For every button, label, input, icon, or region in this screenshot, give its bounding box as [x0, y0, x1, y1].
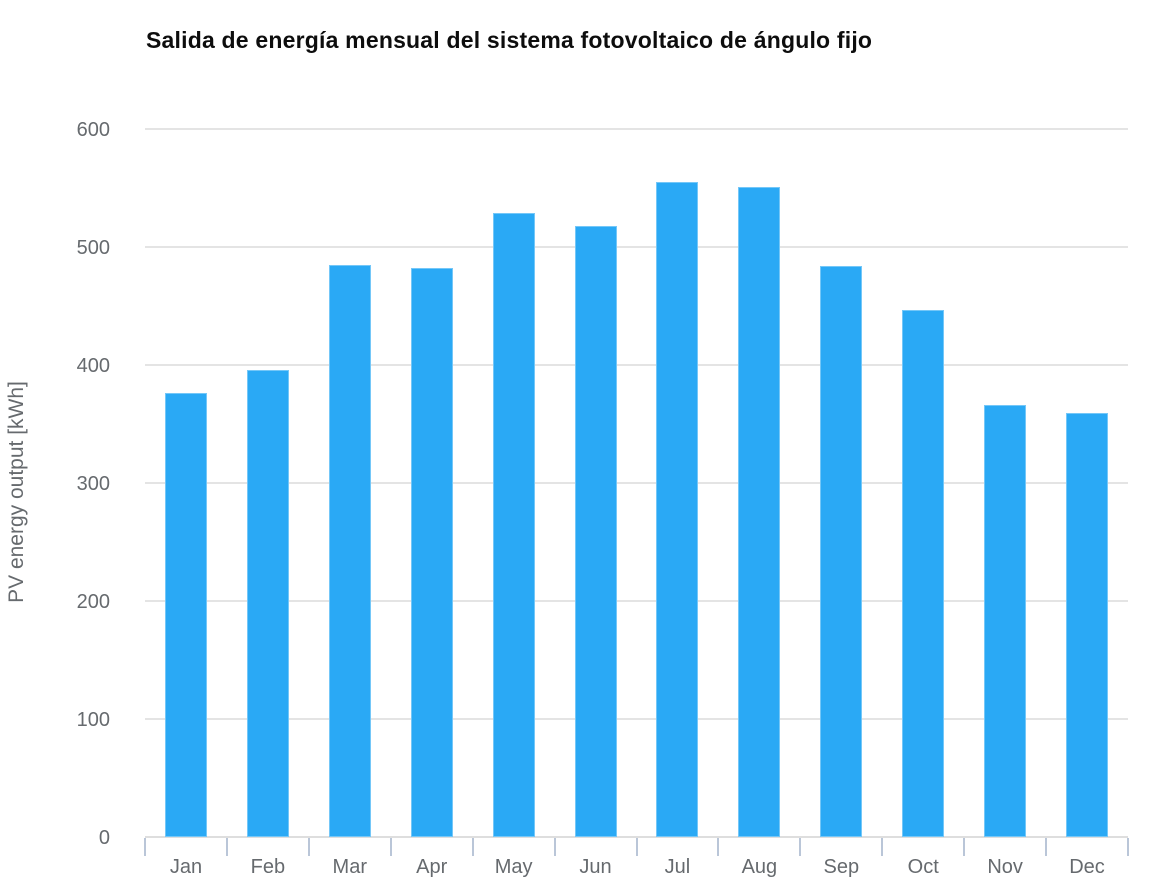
x-tick-label-aug: Aug [741, 856, 778, 878]
x-tick-label-jan: Jan [169, 856, 203, 878]
x-tick-label-sep: Sep [823, 856, 860, 878]
x-tick-label-nov: Nov [987, 856, 1023, 878]
y-tick-label-100: 100 [76, 709, 110, 731]
gridline-400 [145, 364, 1128, 366]
plot-area [145, 128, 1128, 838]
x-axis-tick [963, 838, 966, 856]
bar-jun[interactable] [574, 225, 617, 837]
bar-nov[interactable] [984, 405, 1027, 837]
x-tick-label-mar: Mar [332, 856, 368, 878]
x-axis-tick [635, 838, 638, 856]
bar-mar[interactable] [328, 264, 371, 837]
bar-dec[interactable] [1066, 413, 1109, 837]
bar-feb[interactable] [246, 369, 289, 837]
bar-jul[interactable] [656, 182, 699, 837]
x-axis-line [145, 836, 1128, 838]
y-tick-label-600: 600 [76, 119, 110, 141]
bar-oct[interactable] [902, 309, 945, 837]
x-axis-tick-labels: Jan Feb Mar Apr May Jun Jul Aug Sep Oct Nov Dec [145, 856, 1128, 882]
y-tick-label-500: 500 [76, 237, 110, 259]
bar-may[interactable] [492, 212, 535, 837]
y-tick-label-400: 400 [76, 355, 110, 377]
y-axis-tick-labels: 0 100 200 300 400 500 600 [0, 119, 110, 849]
bar-apr[interactable] [410, 268, 453, 837]
gridline-300 [145, 482, 1128, 484]
x-axis-tick [225, 838, 228, 856]
x-axis-tick [1045, 838, 1048, 856]
x-axis-tick [389, 838, 392, 856]
gridline-200 [145, 600, 1128, 602]
chart-title: Salida de energía mensual del sistema fo… [146, 27, 873, 53]
x-tick-label-dec: Dec [1069, 856, 1105, 878]
x-axis-tick [717, 838, 720, 856]
x-tick-label-jun: Jun [579, 856, 612, 878]
gridline-500 [145, 246, 1128, 248]
y-tick-label-0: 0 [98, 827, 110, 849]
y-tick-label-200: 200 [76, 591, 110, 613]
x-axis-tick [144, 838, 146, 856]
bar-aug[interactable] [738, 186, 781, 837]
x-tick-label-jul: Jul [664, 856, 691, 878]
gridline-600 [145, 128, 1128, 130]
x-axis-tick [553, 838, 556, 856]
gridline-100 [145, 718, 1128, 720]
y-tick-label-300: 300 [76, 473, 110, 495]
x-tick-label-feb: Feb [250, 856, 286, 878]
x-axis-tick [881, 838, 884, 856]
x-tick-label-apr: Apr [416, 856, 448, 878]
x-axis-tick [799, 838, 802, 856]
bar-sep[interactable] [820, 265, 863, 837]
x-axis-tick [1127, 838, 1129, 856]
x-axis-ticks [144, 838, 1129, 856]
bar-jan[interactable] [164, 393, 207, 837]
x-axis-tick [471, 838, 474, 856]
x-axis-tick [307, 838, 310, 856]
x-tick-label-oct: Oct [907, 856, 939, 878]
x-tick-label-may: May [494, 856, 533, 878]
